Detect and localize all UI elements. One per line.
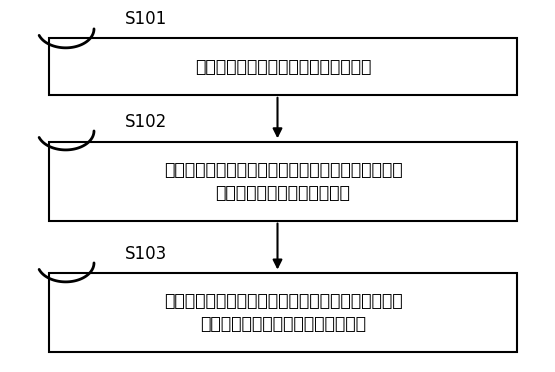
Bar xyxy=(49,142,517,221)
Bar xyxy=(49,38,517,95)
Text: S101: S101 xyxy=(125,10,168,28)
Text: S102: S102 xyxy=(125,113,168,131)
Bar xyxy=(49,273,517,352)
Text: 根据电动机在施加负载后的电机运行参数，对电机的
转速和负载转矩进行参数辨识: 根据电动机在施加负载后的电机运行参数，对电机的 转速和负载转矩进行参数辨识 xyxy=(164,161,402,202)
Text: 根据辨识出的转速和负载转矩参数值，对双电机驱动
带式输送机的能耗参数进行参数辨识: 根据辨识出的转速和负载转矩参数值，对双电机驱动 带式输送机的能耗参数进行参数辨识 xyxy=(164,292,402,333)
Text: S103: S103 xyxy=(125,245,168,263)
Text: 建立双电机驱动带式输送机的能耗模型: 建立双电机驱动带式输送机的能耗模型 xyxy=(195,58,371,76)
